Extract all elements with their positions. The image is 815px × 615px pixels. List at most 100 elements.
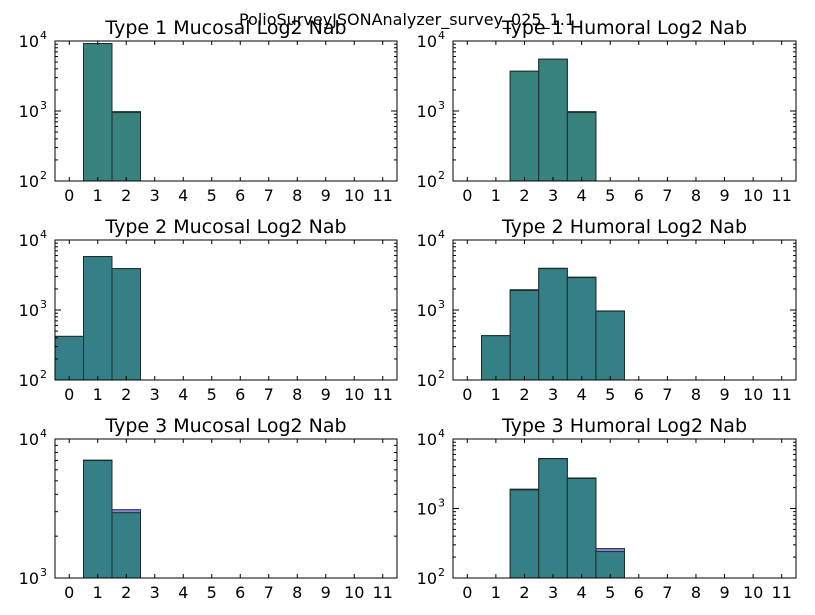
subplot-title: Type 3 Humoral Log2 Nab xyxy=(501,415,747,437)
x-tick-label: 9 xyxy=(321,186,331,205)
x-tick-label: 11 xyxy=(772,583,792,602)
x-tick-label: 10 xyxy=(743,385,763,404)
y-tick-exponent: 3 xyxy=(40,298,47,311)
x-tick-label: 1 xyxy=(93,583,103,602)
x-tick-label: 0 xyxy=(64,583,74,602)
y-tick-base: 10 xyxy=(417,500,437,519)
x-tick-label: 10 xyxy=(743,583,763,602)
x-tick-label: 1 xyxy=(491,385,501,404)
bar-4 xyxy=(566,112,597,182)
y-tick-base: 10 xyxy=(19,430,39,449)
x-tick-label: 4 xyxy=(577,583,587,602)
x-tick-label: 0 xyxy=(462,385,472,404)
x-tick-label: 11 xyxy=(373,583,393,602)
y-tick-exponent: 2 xyxy=(40,169,47,182)
x-tick-label: 0 xyxy=(64,385,74,404)
y-tick-label: 10 xyxy=(19,371,39,390)
x-tick-label: 9 xyxy=(719,583,729,602)
y-tick-exponent: 2 xyxy=(40,368,47,381)
y-tick-base: 10 xyxy=(417,231,437,250)
x-tick-label: 2 xyxy=(121,186,131,205)
x-tick-label: 2 xyxy=(121,385,131,404)
bar-0 xyxy=(54,335,84,381)
x-tick-label: 4 xyxy=(178,186,188,205)
x-tick-label: 8 xyxy=(292,186,302,205)
y-tick-exponent: 4 xyxy=(438,228,445,241)
x-tick-label: 4 xyxy=(178,583,188,602)
x-tick-label: 7 xyxy=(662,583,672,602)
y-tick-label: 10 xyxy=(19,569,39,588)
x-tick-label: 10 xyxy=(344,583,364,602)
y-tick-base: 10 xyxy=(417,430,437,449)
y-tick-label: 10 xyxy=(417,172,437,191)
y-tick-exponent: 3 xyxy=(438,99,445,112)
y-tick-exponent: 2 xyxy=(438,368,445,381)
x-tick-label: 7 xyxy=(662,186,672,205)
x-tick-label: 7 xyxy=(264,583,274,602)
bar-3 xyxy=(538,58,568,182)
bar-1 xyxy=(83,256,113,381)
x-tick-label: 6 xyxy=(235,186,245,205)
y-tick-base: 10 xyxy=(417,32,437,51)
x-tick-label: 11 xyxy=(373,186,393,205)
y-tick-exponent: 4 xyxy=(438,29,445,42)
x-tick-label: 9 xyxy=(321,385,331,404)
figure-title: PolioSurveyJSONAnalyzer_survey_025_1.1 xyxy=(239,10,575,30)
subplot-title: Type 1 Humoral Log2 Nab xyxy=(501,17,747,39)
subplot-title: Type 1 Mucosal Log2 Nab xyxy=(104,17,346,39)
y-tick-label: 10 xyxy=(417,231,437,250)
y-tick-base: 10 xyxy=(19,231,39,250)
bar-1 xyxy=(481,335,511,381)
subplot-title: Type 2 Mucosal Log2 Nab xyxy=(104,216,346,238)
bar-5 xyxy=(595,310,626,381)
x-tick-label: 0 xyxy=(64,186,74,205)
bar-1 xyxy=(83,43,113,182)
x-tick-label: 4 xyxy=(178,385,188,404)
x-tick-label: 8 xyxy=(292,583,302,602)
x-tick-label: 5 xyxy=(207,385,217,404)
y-tick-base: 10 xyxy=(417,301,437,320)
x-tick-label: 6 xyxy=(235,583,245,602)
x-tick-label: 5 xyxy=(605,583,615,602)
y-tick-exponent: 3 xyxy=(438,298,445,311)
x-tick-label: 9 xyxy=(321,583,331,602)
y-tick-exponent: 2 xyxy=(438,169,445,182)
y-tick-base: 10 xyxy=(19,32,39,51)
bar-3 xyxy=(538,458,568,579)
x-tick-label: 8 xyxy=(691,583,701,602)
bar-4 xyxy=(566,478,597,579)
y-tick-exponent: 4 xyxy=(40,427,47,440)
x-tick-label: 5 xyxy=(207,583,217,602)
y-tick-exponent: 4 xyxy=(438,427,445,440)
x-tick-label: 6 xyxy=(634,385,644,404)
x-tick-label: 5 xyxy=(605,385,615,404)
y-tick-exponent: 3 xyxy=(438,497,445,510)
y-tick-label: 10 xyxy=(417,32,437,51)
x-tick-label: 1 xyxy=(93,186,103,205)
x-tick-label: 3 xyxy=(150,583,160,602)
axes-frame xyxy=(54,438,398,579)
y-tick-label: 10 xyxy=(19,231,39,250)
y-tick-base: 10 xyxy=(19,172,39,191)
x-tick-label: 2 xyxy=(519,186,529,205)
x-tick-label: 6 xyxy=(235,385,245,404)
x-tick-label: 2 xyxy=(121,583,131,602)
bar-2 xyxy=(111,512,141,579)
bar-5 xyxy=(595,551,626,579)
bar-2 xyxy=(111,112,141,182)
y-tick-label: 10 xyxy=(417,569,437,588)
bar-2 xyxy=(111,268,141,381)
x-tick-label: 4 xyxy=(577,186,587,205)
x-tick-label: 8 xyxy=(691,385,701,404)
y-tick-base: 10 xyxy=(417,172,437,191)
x-tick-label: 9 xyxy=(719,385,729,404)
y-tick-base: 10 xyxy=(19,569,39,588)
x-tick-label: 3 xyxy=(150,385,160,404)
x-tick-label: 4 xyxy=(577,385,587,404)
axes-frame xyxy=(452,40,797,182)
x-tick-label: 3 xyxy=(150,186,160,205)
